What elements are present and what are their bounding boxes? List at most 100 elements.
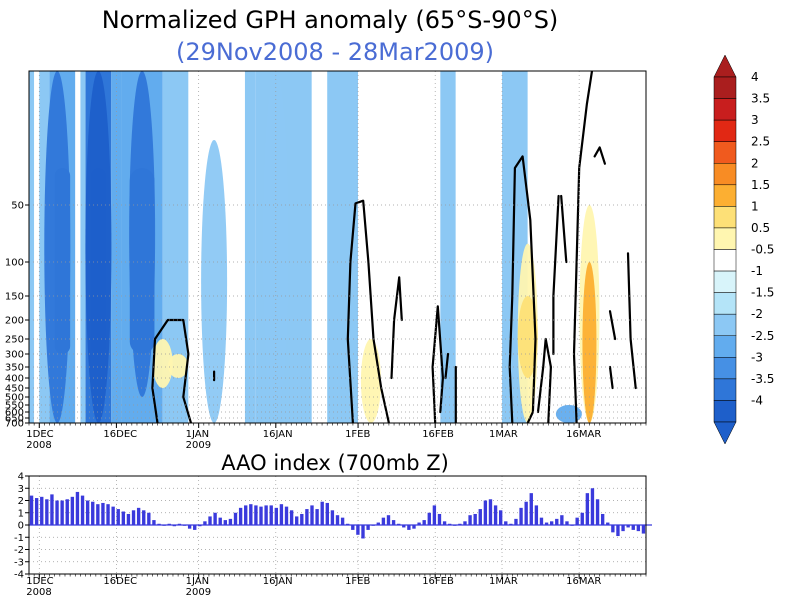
aao-bar xyxy=(356,525,360,535)
xtick-year-label: 2009 xyxy=(186,440,211,451)
aao-bar xyxy=(555,518,559,525)
colorbar-swatch xyxy=(713,292,737,315)
heatmap-anomaly-blob xyxy=(262,71,289,418)
aao-bar xyxy=(244,505,248,525)
aao-bar xyxy=(142,510,146,525)
aao-bar xyxy=(534,505,539,525)
colorbar-label: 3 xyxy=(751,113,759,127)
colorbar-label: 4 xyxy=(751,70,759,84)
colorbar-swatch xyxy=(713,141,737,164)
aao-bar xyxy=(116,509,120,525)
aao-bar xyxy=(453,525,457,526)
aao-bar xyxy=(417,522,421,525)
aao-bar xyxy=(289,510,294,525)
bar-ytick-label: -3 xyxy=(14,557,24,568)
bar-xtick-label: 1JAN xyxy=(186,576,209,587)
aao-bar xyxy=(524,501,528,525)
aao-bar xyxy=(498,510,503,525)
aao-bar xyxy=(463,521,467,525)
aao-bar xyxy=(264,505,268,525)
heatmap-ytick-label: 550 xyxy=(5,401,24,412)
heatmap-anomaly-blob xyxy=(168,354,189,378)
heatmap-column xyxy=(244,71,256,423)
aao-bar xyxy=(351,525,355,530)
aao-bar xyxy=(539,517,544,525)
aao-bar xyxy=(50,494,54,525)
aao-bar xyxy=(136,507,141,525)
colorbar-label: -4 xyxy=(751,393,763,407)
aao-bar xyxy=(203,521,207,525)
aao-bar xyxy=(570,525,574,526)
heatmap-column xyxy=(239,71,245,423)
aao-bar xyxy=(606,522,610,525)
contour-line xyxy=(390,276,403,380)
heatmap-anomaly-blob xyxy=(85,71,112,423)
aao-bar xyxy=(340,517,345,525)
aao-bar xyxy=(641,525,646,534)
colorbar-swatch xyxy=(713,227,737,250)
heatmap-column xyxy=(75,71,81,423)
xtick-label: 1DEC xyxy=(26,429,53,440)
aao-bar xyxy=(483,500,488,525)
colorbar-label: 1 xyxy=(751,199,759,213)
aao-bar xyxy=(325,502,329,525)
heatmap-column xyxy=(29,71,35,423)
heatmap-anomaly-blob xyxy=(44,71,71,423)
xtick-label: 1MAR xyxy=(489,429,518,440)
heatmap-column xyxy=(594,71,646,423)
colorbar-swatch xyxy=(713,249,737,272)
bar-ytick-label: 1 xyxy=(18,508,24,519)
aao-bar xyxy=(55,500,59,525)
bar-ytick-label: 3 xyxy=(18,484,24,495)
colorbar-swatch xyxy=(713,184,737,207)
aao-bar xyxy=(40,496,44,525)
aao-bar xyxy=(473,513,477,525)
aao-bar xyxy=(529,493,533,525)
aao-bar xyxy=(376,522,380,525)
heatmap-ytick-label: 150 xyxy=(5,292,24,303)
aao-bar xyxy=(193,525,197,530)
heatmap-anomaly-blob xyxy=(152,339,173,388)
aao-bar xyxy=(621,525,625,532)
aao-bar xyxy=(580,512,584,525)
aao-bar xyxy=(259,506,263,525)
contour-line xyxy=(593,146,607,165)
aao-bar xyxy=(126,513,131,525)
heatmap-ytick-label: 350 xyxy=(5,363,24,374)
bar-xtick-year-label: 2008 xyxy=(26,587,51,598)
aao-bar xyxy=(320,501,324,525)
heatmap-ytick-label: 450 xyxy=(5,384,24,395)
aao-bar xyxy=(300,513,304,525)
heatmap-anomaly-blob xyxy=(582,262,597,423)
colorbar-label: -0.5 xyxy=(751,243,774,257)
heatmap-ytick-label: 300 xyxy=(5,350,24,361)
aao-bar xyxy=(397,523,401,525)
aao-title: AAO index (700mb Z) xyxy=(221,451,449,475)
aao-bar xyxy=(427,512,431,525)
aao-bar xyxy=(636,525,641,532)
contour-line xyxy=(560,194,568,264)
colorbar-label: 2.5 xyxy=(751,135,770,149)
aao-bar xyxy=(254,505,258,525)
xtick-label: 16JAN xyxy=(263,429,293,440)
colorbar-swatch xyxy=(713,357,737,380)
bar-xtick-year-label: 2009 xyxy=(186,587,211,598)
contour-line xyxy=(346,199,390,423)
heatmap-ytick-label: 700 xyxy=(5,419,24,430)
aao-bar xyxy=(279,504,284,525)
aao-bar xyxy=(544,522,549,525)
colorbar-swatch xyxy=(713,119,737,142)
heatmap-anomaly-blob xyxy=(517,296,538,378)
aao-bar xyxy=(447,523,452,525)
aao-bar xyxy=(402,525,406,528)
bar-ytick-label: -2 xyxy=(14,545,24,556)
colorbar-top-arrow xyxy=(713,54,737,78)
aao-bar xyxy=(386,515,391,525)
xtick-label: 1FEB xyxy=(345,429,370,440)
contour-line xyxy=(608,310,617,341)
aao-bar xyxy=(106,504,110,525)
colorbar-label: -1.5 xyxy=(751,286,774,300)
aao-bar xyxy=(34,498,39,525)
aao-bar xyxy=(391,520,396,525)
